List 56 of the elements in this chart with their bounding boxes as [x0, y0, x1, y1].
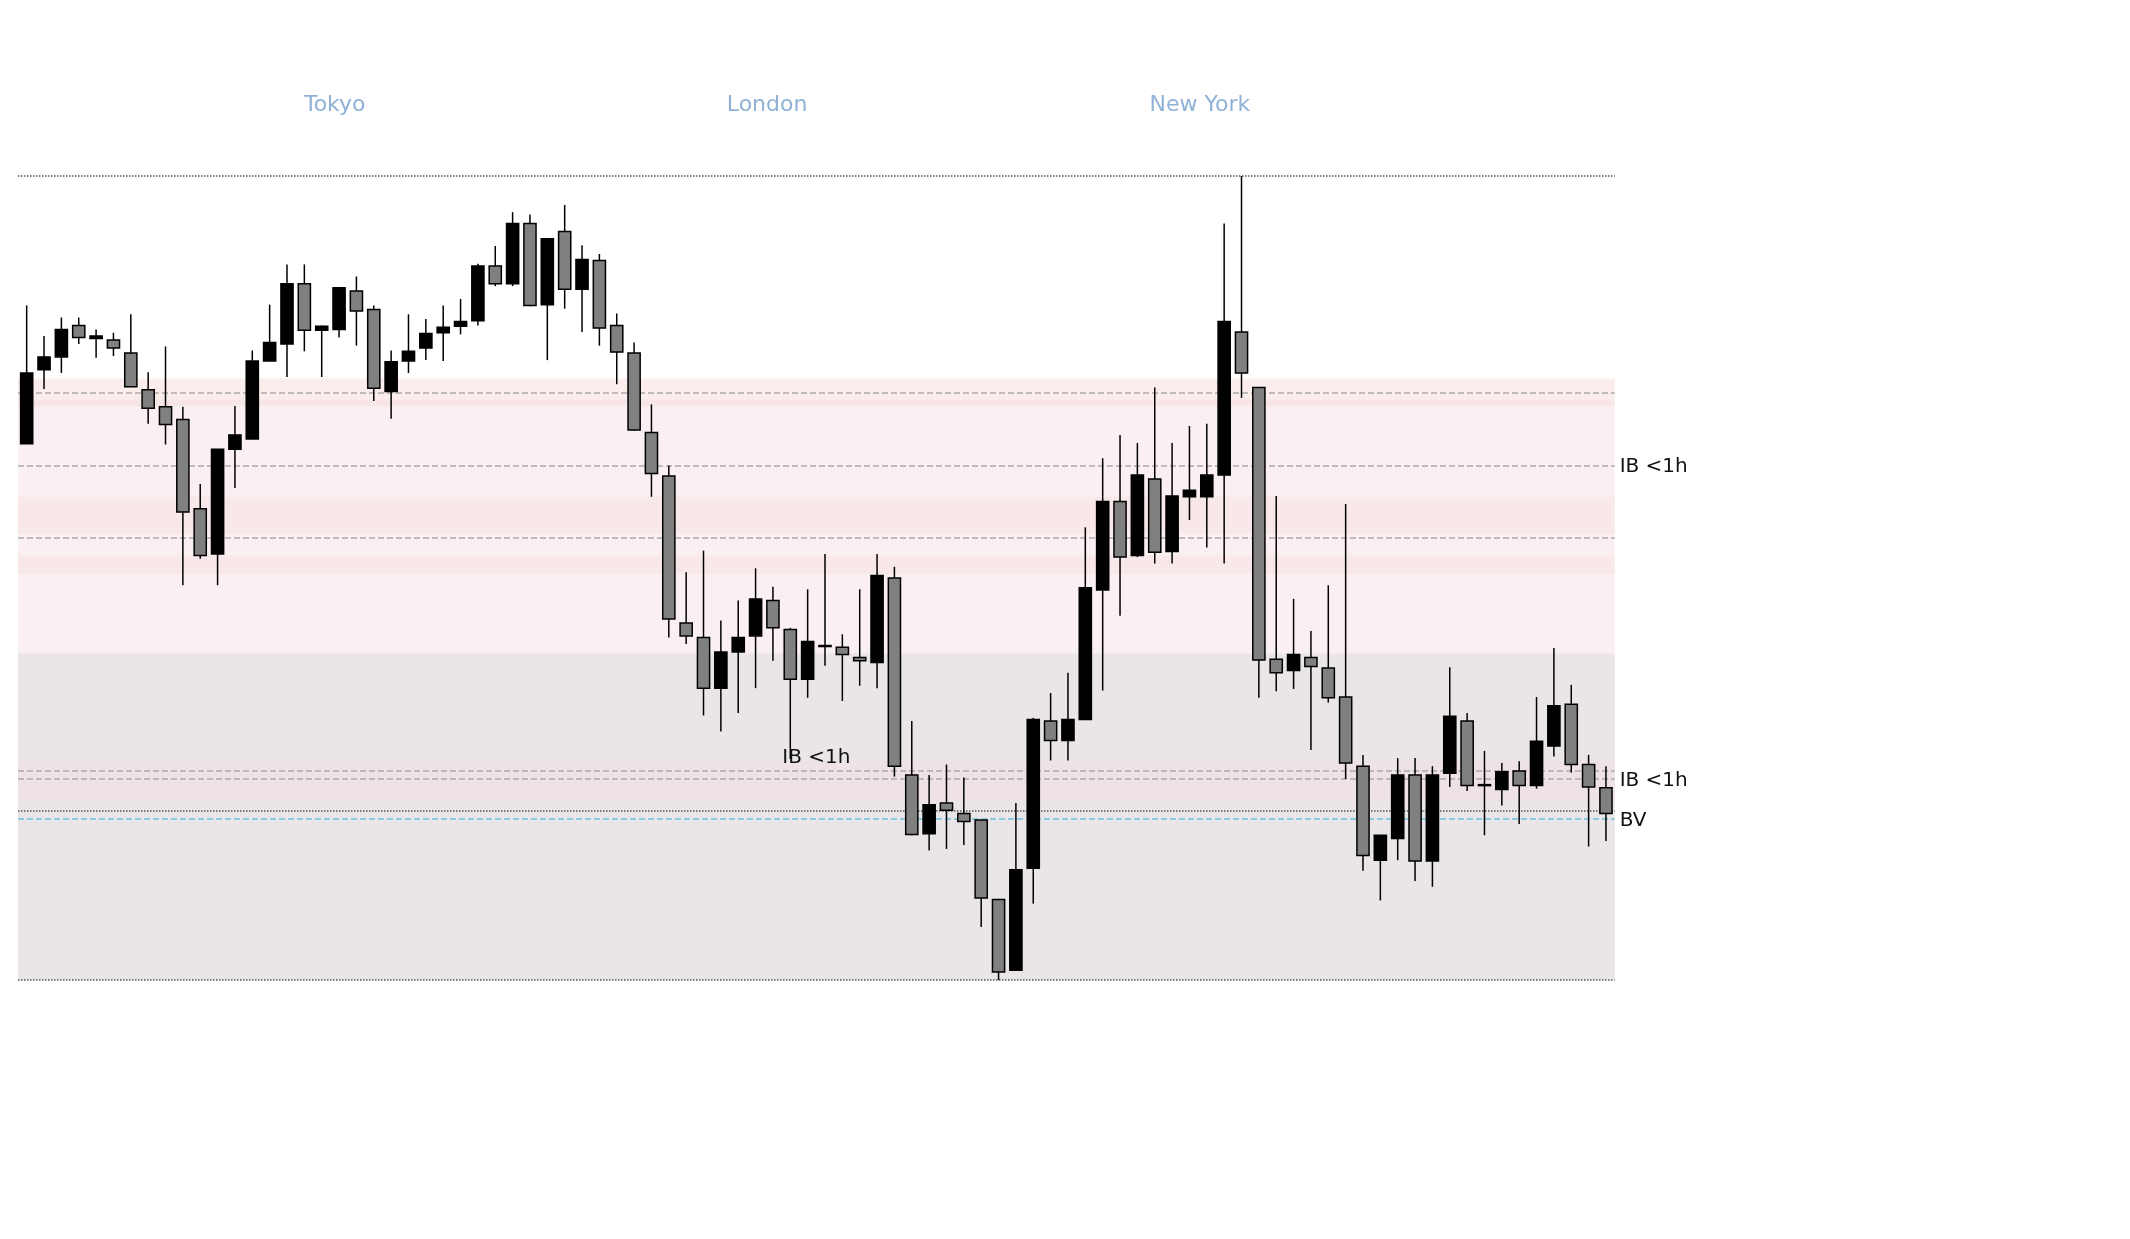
candlestick — [228, 405, 242, 489]
candlestick — [1043, 692, 1058, 762]
candlestick — [1269, 495, 1284, 693]
candlestick — [852, 588, 867, 687]
candlestick — [696, 549, 711, 717]
candlestick — [384, 349, 398, 420]
candlestick — [158, 345, 173, 446]
text: London — [726, 90, 808, 116]
candlestick — [922, 774, 936, 852]
candlestick — [280, 263, 294, 378]
candlestick — [939, 763, 954, 850]
candlestick — [1061, 672, 1075, 762]
candlestick — [575, 244, 589, 333]
candlestick — [1304, 630, 1318, 751]
candlestick — [419, 318, 433, 361]
ref-line-label: IB <1h — [1619, 767, 1688, 791]
candlestick — [766, 586, 780, 662]
candlestick — [1199, 422, 1214, 549]
candlestick — [1182, 425, 1197, 521]
text: New York — [1149, 90, 1251, 116]
candlestick — [1442, 666, 1457, 788]
candlestick — [1408, 757, 1422, 882]
candlestick — [957, 776, 971, 846]
candlestick — [176, 406, 190, 586]
candlestick — [436, 304, 451, 362]
candlestick — [679, 571, 693, 645]
candlestick — [1217, 222, 1231, 565]
candlestick — [1165, 442, 1179, 565]
candlestick — [141, 371, 155, 425]
candlestick — [297, 263, 312, 353]
candlestick — [1547, 647, 1561, 758]
candlestick — [731, 599, 746, 714]
candlestick — [37, 335, 51, 390]
candlestick — [661, 464, 676, 639]
candlestick — [1495, 762, 1509, 807]
candlestick — [714, 619, 728, 733]
candlestick — [193, 483, 208, 560]
candlestick — [870, 553, 884, 689]
candlestick — [1599, 765, 1613, 842]
candlestick — [1286, 598, 1301, 690]
ref-line-label: BV — [1619, 807, 1647, 832]
candlestick — [1460, 712, 1474, 792]
candlestick — [800, 588, 815, 699]
candlestick — [1095, 457, 1110, 692]
candlestick — [557, 204, 572, 310]
candlestick — [644, 403, 659, 498]
ref-line-label: IB <1h — [1619, 453, 1688, 478]
candlestick — [89, 328, 103, 359]
candlestick — [748, 567, 763, 689]
candlestick — [1356, 754, 1370, 872]
text: Tokyo — [302, 90, 366, 116]
candlestick — [1234, 175, 1249, 399]
candlestick — [1113, 434, 1127, 617]
candlestick — [1512, 760, 1527, 825]
candlestick — [366, 304, 381, 402]
ref-line-label: IB <1h — [782, 743, 851, 768]
